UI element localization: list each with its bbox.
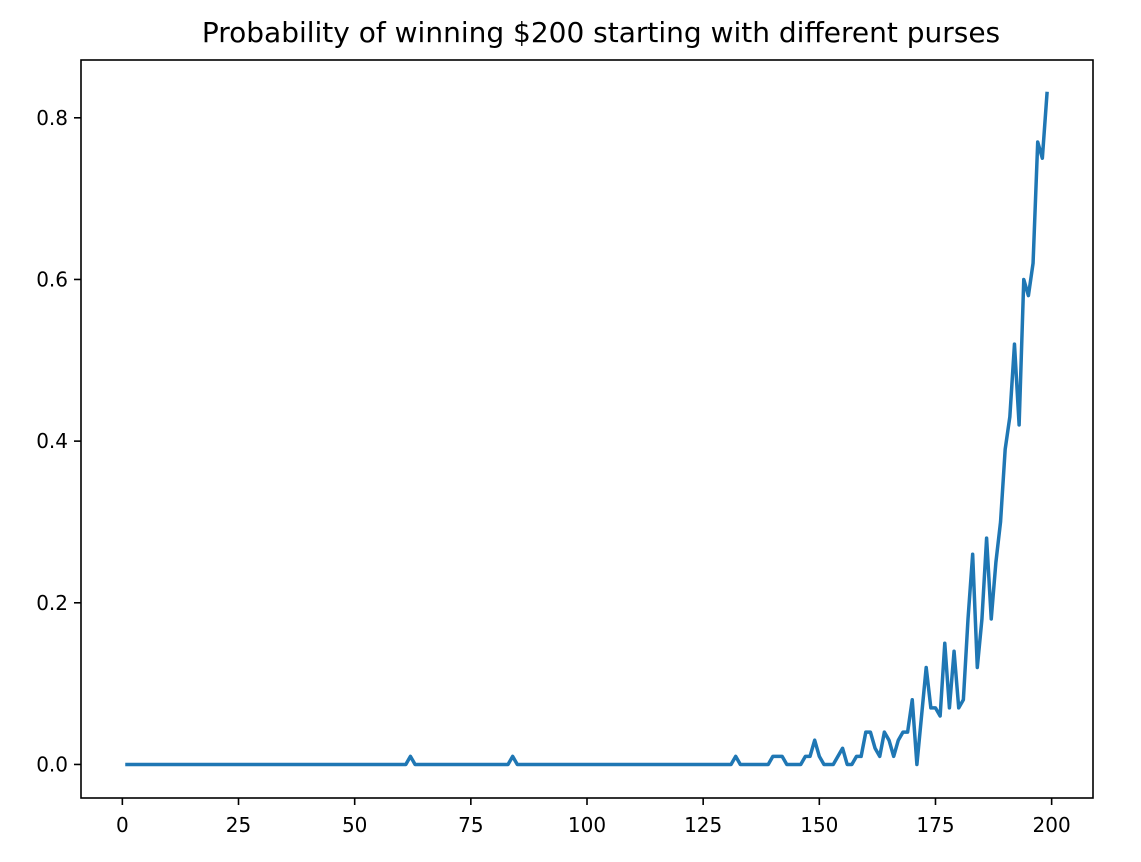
x-tick-label: 25 [226,813,251,837]
x-tick-label: 75 [458,813,483,837]
y-tick-label: 0.6 [36,267,68,291]
x-tick-label: 175 [916,813,954,837]
x-axis: 0 25 50 75 100 125 150 175 200 [116,798,1071,837]
y-tick-label: 0.4 [36,429,68,453]
x-tick-label: 0 [116,813,129,837]
x-tick-label: 150 [800,813,838,837]
x-tick-label: 125 [684,813,722,837]
series-line [125,91,1049,767]
x-tick-label: 100 [568,813,606,837]
y-tick-label: 0.2 [36,591,68,615]
y-tick-label: 0.8 [36,106,68,130]
x-tick-label: 50 [342,813,367,837]
y-tick-label: 0.0 [36,752,68,776]
x-tick-label: 200 [1033,813,1071,837]
chart-title: Probability of winning $200 starting wit… [202,16,1000,49]
y-axis: 0.0 0.2 0.4 0.6 0.8 [36,106,81,776]
axes-frame [80,59,1094,799]
